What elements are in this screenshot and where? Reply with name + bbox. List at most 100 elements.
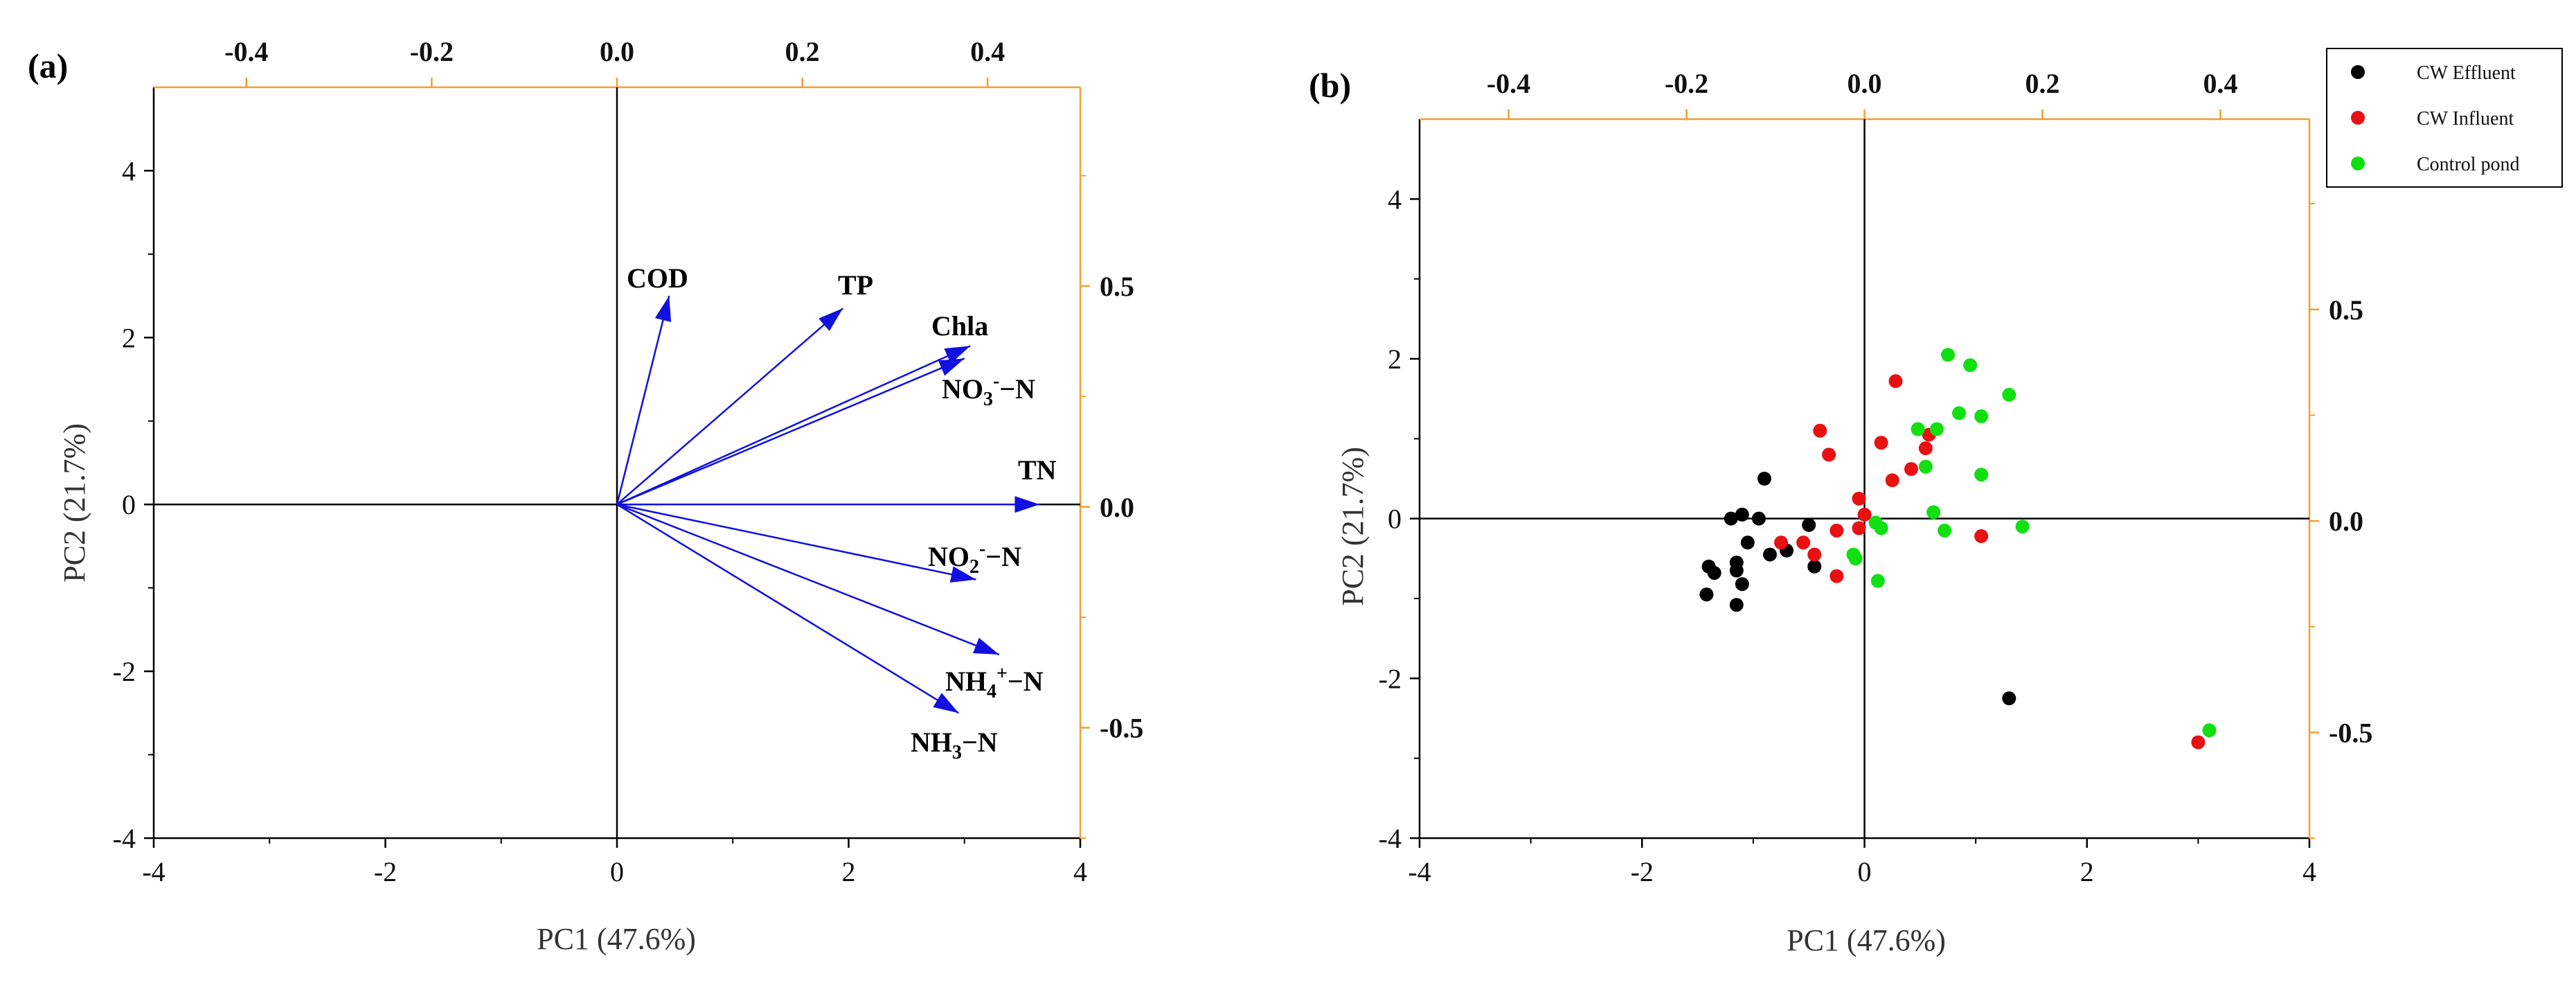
point-control-pond	[1911, 422, 1925, 436]
panel-a-right-tick-label: 0.0	[1100, 492, 1134, 523]
point-cw-effluent	[1735, 577, 1749, 592]
legend-marker-control-pond	[2351, 157, 2365, 170]
panel-a-y-tick-label: 4	[122, 155, 136, 186]
panel-b-x-tick-label: 4	[2302, 856, 2316, 887]
panel-b-y-tick-label: -2	[1379, 663, 1402, 694]
vector-label-tn: TN	[1018, 454, 1057, 486]
point-cw-influent	[1774, 535, 1789, 550]
panel-a-y-tick-label: -2	[113, 656, 136, 687]
point-control-pond	[1940, 348, 1955, 362]
vector-tp	[616, 308, 843, 506]
point-control-pond	[1870, 574, 1885, 588]
panel-a-top-tick-label: 0.4	[970, 36, 1005, 67]
vector-nh4-n	[616, 504, 1000, 656]
point-cw-effluent	[1699, 587, 1714, 602]
panel-a-top-tick-label: 0.2	[785, 36, 820, 67]
point-cw-effluent	[1762, 547, 1777, 562]
point-cw-effluent	[1751, 511, 1766, 526]
point-control-pond	[1926, 505, 1941, 520]
point-cw-effluent	[2002, 691, 2016, 706]
point-control-pond	[1952, 406, 1967, 420]
point-cw-effluent	[1802, 517, 1816, 532]
vector-no2-n	[616, 503, 976, 580]
panel-a-x-axis-label: PC1 (47.6%)	[537, 922, 696, 956]
panel-b-x-axis-label: PC1 (47.6%)	[1787, 923, 1946, 957]
vector-arrowhead-tn	[1014, 496, 1040, 513]
point-cw-influent	[1904, 462, 1918, 477]
point-cw-influent	[1852, 521, 1866, 535]
panel-a-top-tick-label: 0.0	[600, 36, 634, 67]
panel-b-axes	[1418, 118, 2311, 840]
vector-arrowhead-tp	[819, 308, 843, 331]
vector-label-nh3-n: NH3−N	[911, 727, 998, 763]
point-cw-influent	[1796, 535, 1811, 550]
vector-label-no3-n: NO3-−N	[942, 371, 1035, 410]
point-control-pond	[2202, 723, 2217, 738]
point-control-pond	[1848, 551, 1863, 566]
point-cw-effluent	[1729, 598, 1744, 612]
point-cw-influent	[1830, 523, 1844, 538]
point-cw-influent	[1874, 436, 1888, 450]
panel-a-top-tick-label: -0.2	[410, 36, 454, 67]
point-cw-effluent	[1707, 566, 1721, 580]
point-cw-influent	[1807, 547, 1822, 562]
vector-no3-n	[616, 357, 965, 506]
panel-b-x-tick-label: -2	[1631, 856, 1654, 887]
point-cw-influent	[2191, 735, 2206, 749]
vector-arrowhead-no2-n	[949, 566, 976, 583]
vector-arrowhead-no3-n	[938, 358, 965, 376]
point-control-pond	[1874, 521, 1888, 535]
panel-a-top-tick-label: -0.4	[224, 36, 268, 67]
point-control-pond	[1918, 459, 1933, 474]
panel-a-right-tick-label: -0.5	[1100, 713, 1143, 744]
panel-b-top-tick-label: 0.4	[2203, 68, 2238, 99]
vector-arrowhead-chla	[944, 346, 971, 364]
point-control-pond	[2015, 520, 2030, 534]
point-cw-effluent	[1735, 507, 1749, 522]
vector-arrowhead-cod	[654, 296, 672, 322]
panel-b-right-tick-label: 0.0	[2329, 506, 2363, 537]
legend-marker-cw-influent	[2351, 111, 2365, 125]
legend-box	[2326, 48, 2563, 188]
vector-label-no2-n: NO2-−N	[928, 538, 1021, 578]
point-cw-influent	[1918, 441, 1933, 456]
vector-arrowhead-nh3-n	[933, 693, 959, 713]
vector-chla	[616, 345, 971, 506]
point-control-pond	[1963, 358, 1978, 373]
panel-b-points	[1699, 348, 2217, 749]
point-cw-effluent	[1724, 511, 1738, 526]
point-cw-influent	[1830, 569, 1844, 583]
point-control-pond	[1974, 468, 1989, 482]
panel-b-y-axis-label: PC2 (21.7%)	[1336, 447, 1370, 606]
point-cw-effluent	[1729, 563, 1744, 578]
vector-label-nh4-n: NH4+−N	[945, 663, 1044, 702]
panel-a: (a) -4 -2 0 2 4 -4 -2 0 2 4 -0.4 -0.2 0.0 0.2 0.4 -0.5 0…	[28, 36, 1143, 956]
panel-a-x-tick-label: 0	[610, 856, 624, 887]
panel-a-y-tick-label: 2	[122, 322, 136, 353]
panel-b-y-tick-label: 0	[1388, 504, 1402, 535]
panel-b-top-tick-label: 0.0	[1848, 68, 1882, 99]
legend-label-cw-effluent: CW Effluent	[2417, 62, 2516, 84]
panel-a-axes	[152, 86, 1082, 840]
panel-b-y-tick-label: -4	[1379, 823, 1402, 854]
legend-label-cw-influent: CW Influent	[2417, 108, 2514, 130]
point-cw-influent	[1822, 447, 1836, 462]
panel-b-y-tick-label: 2	[1388, 344, 1402, 375]
point-cw-influent	[1885, 473, 1899, 488]
panel-b-x-tick-label: 2	[2080, 856, 2094, 887]
panel-b: (b) -4 -2 0 2 4 -4 -2 0 2 4 -0.4 -0.2 0.0 0.2 0.4 -0.5 0…	[1309, 48, 2563, 957]
panel-b-right-tick-label: 0.5	[2329, 294, 2363, 326]
panel-a-label: (a)	[28, 46, 68, 85]
vector-cod	[616, 295, 670, 505]
point-cw-effluent	[1807, 559, 1822, 574]
point-cw-influent	[1813, 423, 1827, 438]
panel-a-ticks: -4 -2 0 2 4 -4 -2 0 2 4 -0.4 -0.2 0.0 0.2 0.4 -0.5 0.0 0.…	[113, 36, 1144, 887]
panel-a-x-tick-label: -4	[142, 856, 165, 887]
panel-b-y-tick-label: 4	[1388, 184, 1402, 215]
point-cw-influent	[1974, 529, 1989, 544]
panel-b-top-tick-label: -0.2	[1665, 68, 1708, 99]
panel-a-y-tick-label: -4	[113, 823, 136, 854]
panel-a-x-tick-label: -2	[374, 856, 397, 887]
point-cw-effluent	[1740, 535, 1755, 550]
